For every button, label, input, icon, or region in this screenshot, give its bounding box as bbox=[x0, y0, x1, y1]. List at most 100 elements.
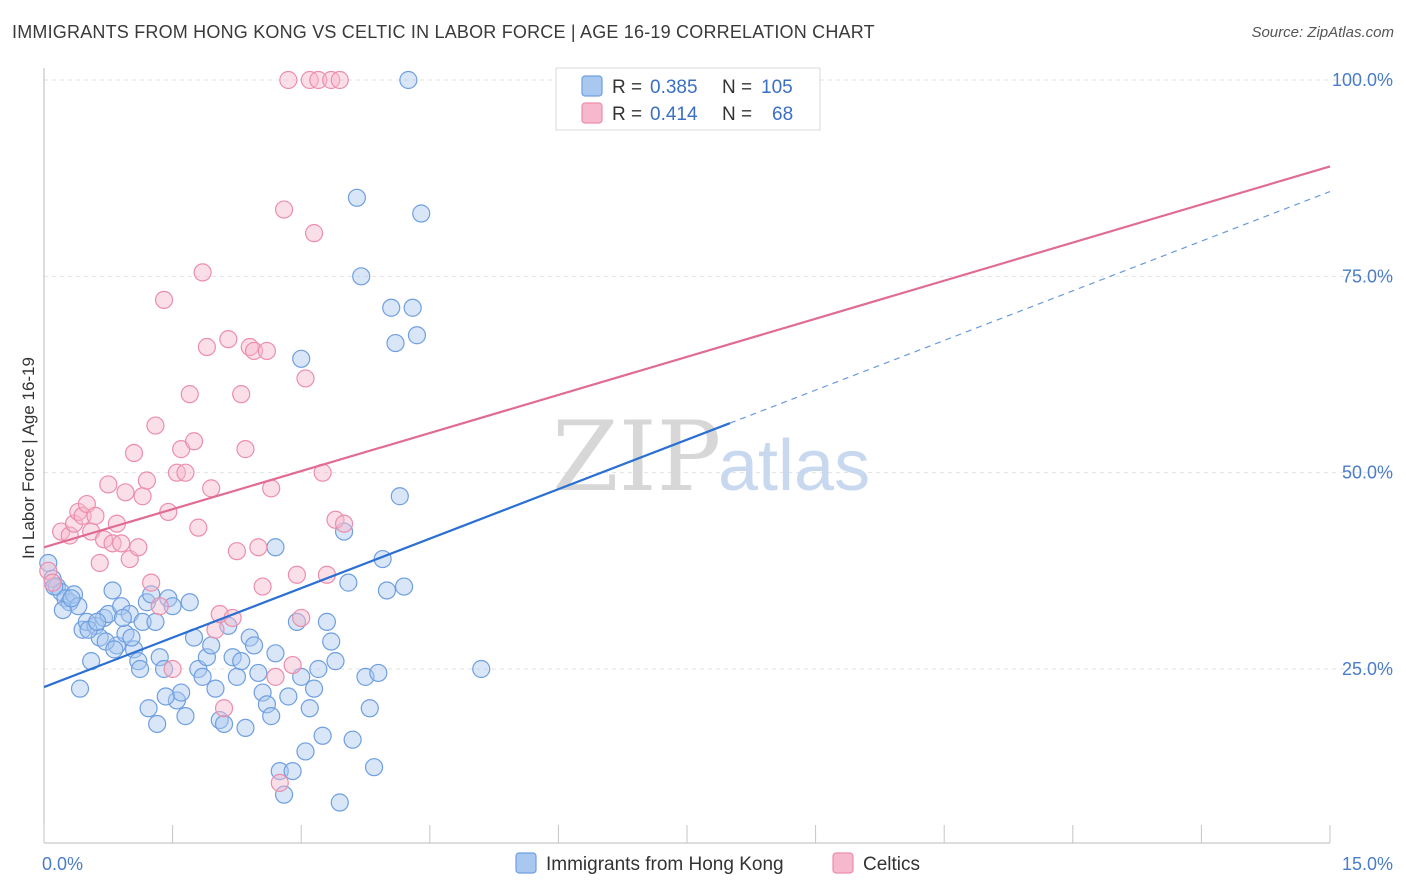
legend-swatch-hong-kong bbox=[581, 75, 603, 97]
point-celtics-54 bbox=[279, 70, 298, 90]
point-hong-kong-66 bbox=[322, 632, 341, 651]
correlation-legend: R = 0.385 N = 105 R = 0.414 N = 68 bbox=[555, 67, 821, 131]
legend-n-label-1: N = bbox=[722, 77, 752, 98]
point-celtics-32 bbox=[184, 432, 204, 451]
point-hong-kong-64 bbox=[313, 726, 332, 745]
point-celtics-0 bbox=[39, 561, 58, 580]
series-legend-swatch-hong-kong bbox=[515, 852, 537, 874]
point-celtics-65 bbox=[326, 510, 345, 529]
legend-r-label-1: R = bbox=[612, 77, 642, 98]
point-hong-kong-55 bbox=[274, 785, 294, 804]
point-celtics-52 bbox=[270, 773, 289, 792]
point-hong-kong-46 bbox=[236, 718, 255, 738]
y-tick-label-3: 100.0% bbox=[1332, 70, 1393, 90]
point-celtics-9 bbox=[86, 506, 105, 525]
point-celtics-58 bbox=[296, 369, 315, 388]
trend-line-celtics bbox=[43, 165, 1331, 549]
point-celtics-34 bbox=[193, 263, 212, 282]
y-tick-label-2: 75.0% bbox=[1342, 266, 1393, 286]
point-celtics-25 bbox=[154, 290, 174, 309]
point-hong-kong-41 bbox=[214, 714, 234, 734]
point-hong-kong-39 bbox=[206, 679, 225, 698]
point-celtics-24 bbox=[150, 597, 169, 616]
point-hong-kong-49 bbox=[249, 663, 268, 683]
point-celtics-39 bbox=[214, 699, 234, 718]
point-hong-kong-44 bbox=[227, 667, 246, 686]
point-celtics-15 bbox=[112, 534, 131, 553]
point-celtics-19 bbox=[129, 538, 148, 557]
series-legend: Immigrants from Hong Kong Celtics bbox=[515, 852, 920, 875]
point-celtics-46 bbox=[244, 341, 264, 361]
trend-line-hong-kong bbox=[43, 422, 731, 689]
y-tick-label-1: 50.0% bbox=[1342, 463, 1393, 483]
point-hong-kong-97 bbox=[122, 628, 141, 647]
point-hong-kong-90 bbox=[62, 589, 81, 608]
point-hong-kong-52 bbox=[262, 707, 281, 726]
point-celtics-66 bbox=[330, 70, 349, 90]
point-celtics-44 bbox=[236, 440, 255, 459]
point-celtics-10 bbox=[90, 553, 109, 573]
point-hong-kong-31 bbox=[172, 683, 191, 702]
point-celtics-42 bbox=[227, 542, 246, 561]
point-hong-kong-100 bbox=[148, 714, 167, 734]
point-hong-kong-96 bbox=[113, 608, 132, 628]
point-hong-kong-68 bbox=[330, 793, 349, 812]
axes bbox=[43, 68, 1331, 844]
point-hong-kong-102 bbox=[266, 538, 285, 557]
ticks-layer: 25.0% 50.0% 75.0% 100.0% 0.0% 15.0% bbox=[42, 70, 1393, 874]
legend-n-value-2: 68 bbox=[772, 104, 793, 125]
point-hong-kong-81 bbox=[386, 333, 405, 353]
point-hong-kong-51 bbox=[257, 695, 277, 714]
point-hong-kong-33 bbox=[180, 593, 199, 612]
point-celtics-33 bbox=[189, 518, 208, 537]
point-celtics-53 bbox=[274, 200, 294, 219]
point-celtics-47 bbox=[249, 538, 268, 557]
point-hong-kong-32 bbox=[176, 707, 195, 726]
trend-line-hong-kong-projection bbox=[729, 190, 1331, 424]
point-hong-kong-79 bbox=[377, 581, 397, 600]
point-hong-kong-80 bbox=[382, 298, 401, 317]
y-axis-label: In Labor Force | Age 16-19 bbox=[19, 357, 38, 559]
point-celtics-36 bbox=[202, 479, 221, 498]
point-celtics-43 bbox=[232, 385, 251, 404]
point-celtics-20 bbox=[133, 487, 152, 506]
point-hong-kong-70 bbox=[339, 573, 358, 592]
series-legend-label-celtics: Celtics bbox=[863, 854, 920, 875]
point-celtics-1 bbox=[43, 573, 62, 592]
point-hong-kong-26 bbox=[150, 648, 169, 667]
points-layer bbox=[39, 70, 491, 812]
point-hong-kong-56 bbox=[279, 687, 298, 706]
point-hong-kong-104 bbox=[472, 659, 491, 679]
point-hong-kong-50 bbox=[253, 683, 272, 702]
point-hong-kong-38 bbox=[202, 636, 221, 655]
point-celtics-27 bbox=[163, 659, 182, 679]
legend-swatch-celtics bbox=[581, 102, 603, 124]
point-celtics-40 bbox=[219, 330, 238, 349]
y-tick-label-0: 25.0% bbox=[1342, 659, 1393, 679]
point-hong-kong-72 bbox=[347, 188, 367, 207]
point-celtics-57 bbox=[292, 608, 311, 628]
point-hong-kong-43 bbox=[223, 648, 242, 667]
point-hong-kong-93 bbox=[88, 612, 107, 631]
point-celtics-12 bbox=[99, 475, 118, 494]
point-celtics-49 bbox=[257, 341, 277, 361]
point-hong-kong-62 bbox=[304, 679, 324, 698]
point-hong-kong-60 bbox=[296, 742, 315, 761]
point-hong-kong-36 bbox=[193, 667, 212, 686]
point-celtics-67 bbox=[334, 514, 354, 533]
legend-r-value-2: 0.414 bbox=[650, 104, 698, 125]
point-hong-kong-75 bbox=[360, 699, 379, 718]
point-hong-kong-48 bbox=[244, 636, 264, 655]
point-celtics-18 bbox=[124, 443, 144, 463]
point-hong-kong-61 bbox=[300, 699, 319, 718]
point-hong-kong-84 bbox=[399, 70, 418, 90]
x-tick-label-0: 0.0% bbox=[42, 854, 83, 874]
point-celtics-31 bbox=[180, 385, 199, 404]
trend-layer bbox=[43, 165, 1331, 689]
point-hong-kong-37 bbox=[197, 648, 216, 667]
point-hong-kong-101 bbox=[156, 687, 175, 706]
point-hong-kong-65 bbox=[317, 612, 337, 631]
point-hong-kong-15 bbox=[103, 581, 122, 600]
point-celtics-22 bbox=[142, 573, 161, 592]
